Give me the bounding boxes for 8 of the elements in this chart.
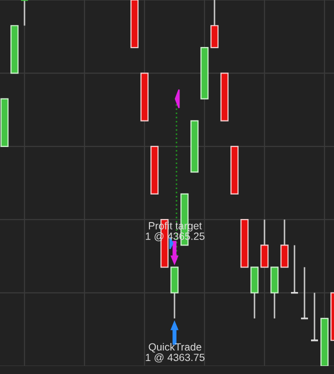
candlestick	[280, 218, 289, 268]
annotation: QuickTrade 1 @ 4363.75	[146, 342, 204, 362]
candlestick	[300, 266, 309, 320]
candlestick	[20, 0, 29, 26]
candlestick	[260, 218, 269, 268]
candlestick	[310, 292, 319, 342]
candlestick	[210, 0, 219, 48]
candlestick	[290, 244, 299, 294]
